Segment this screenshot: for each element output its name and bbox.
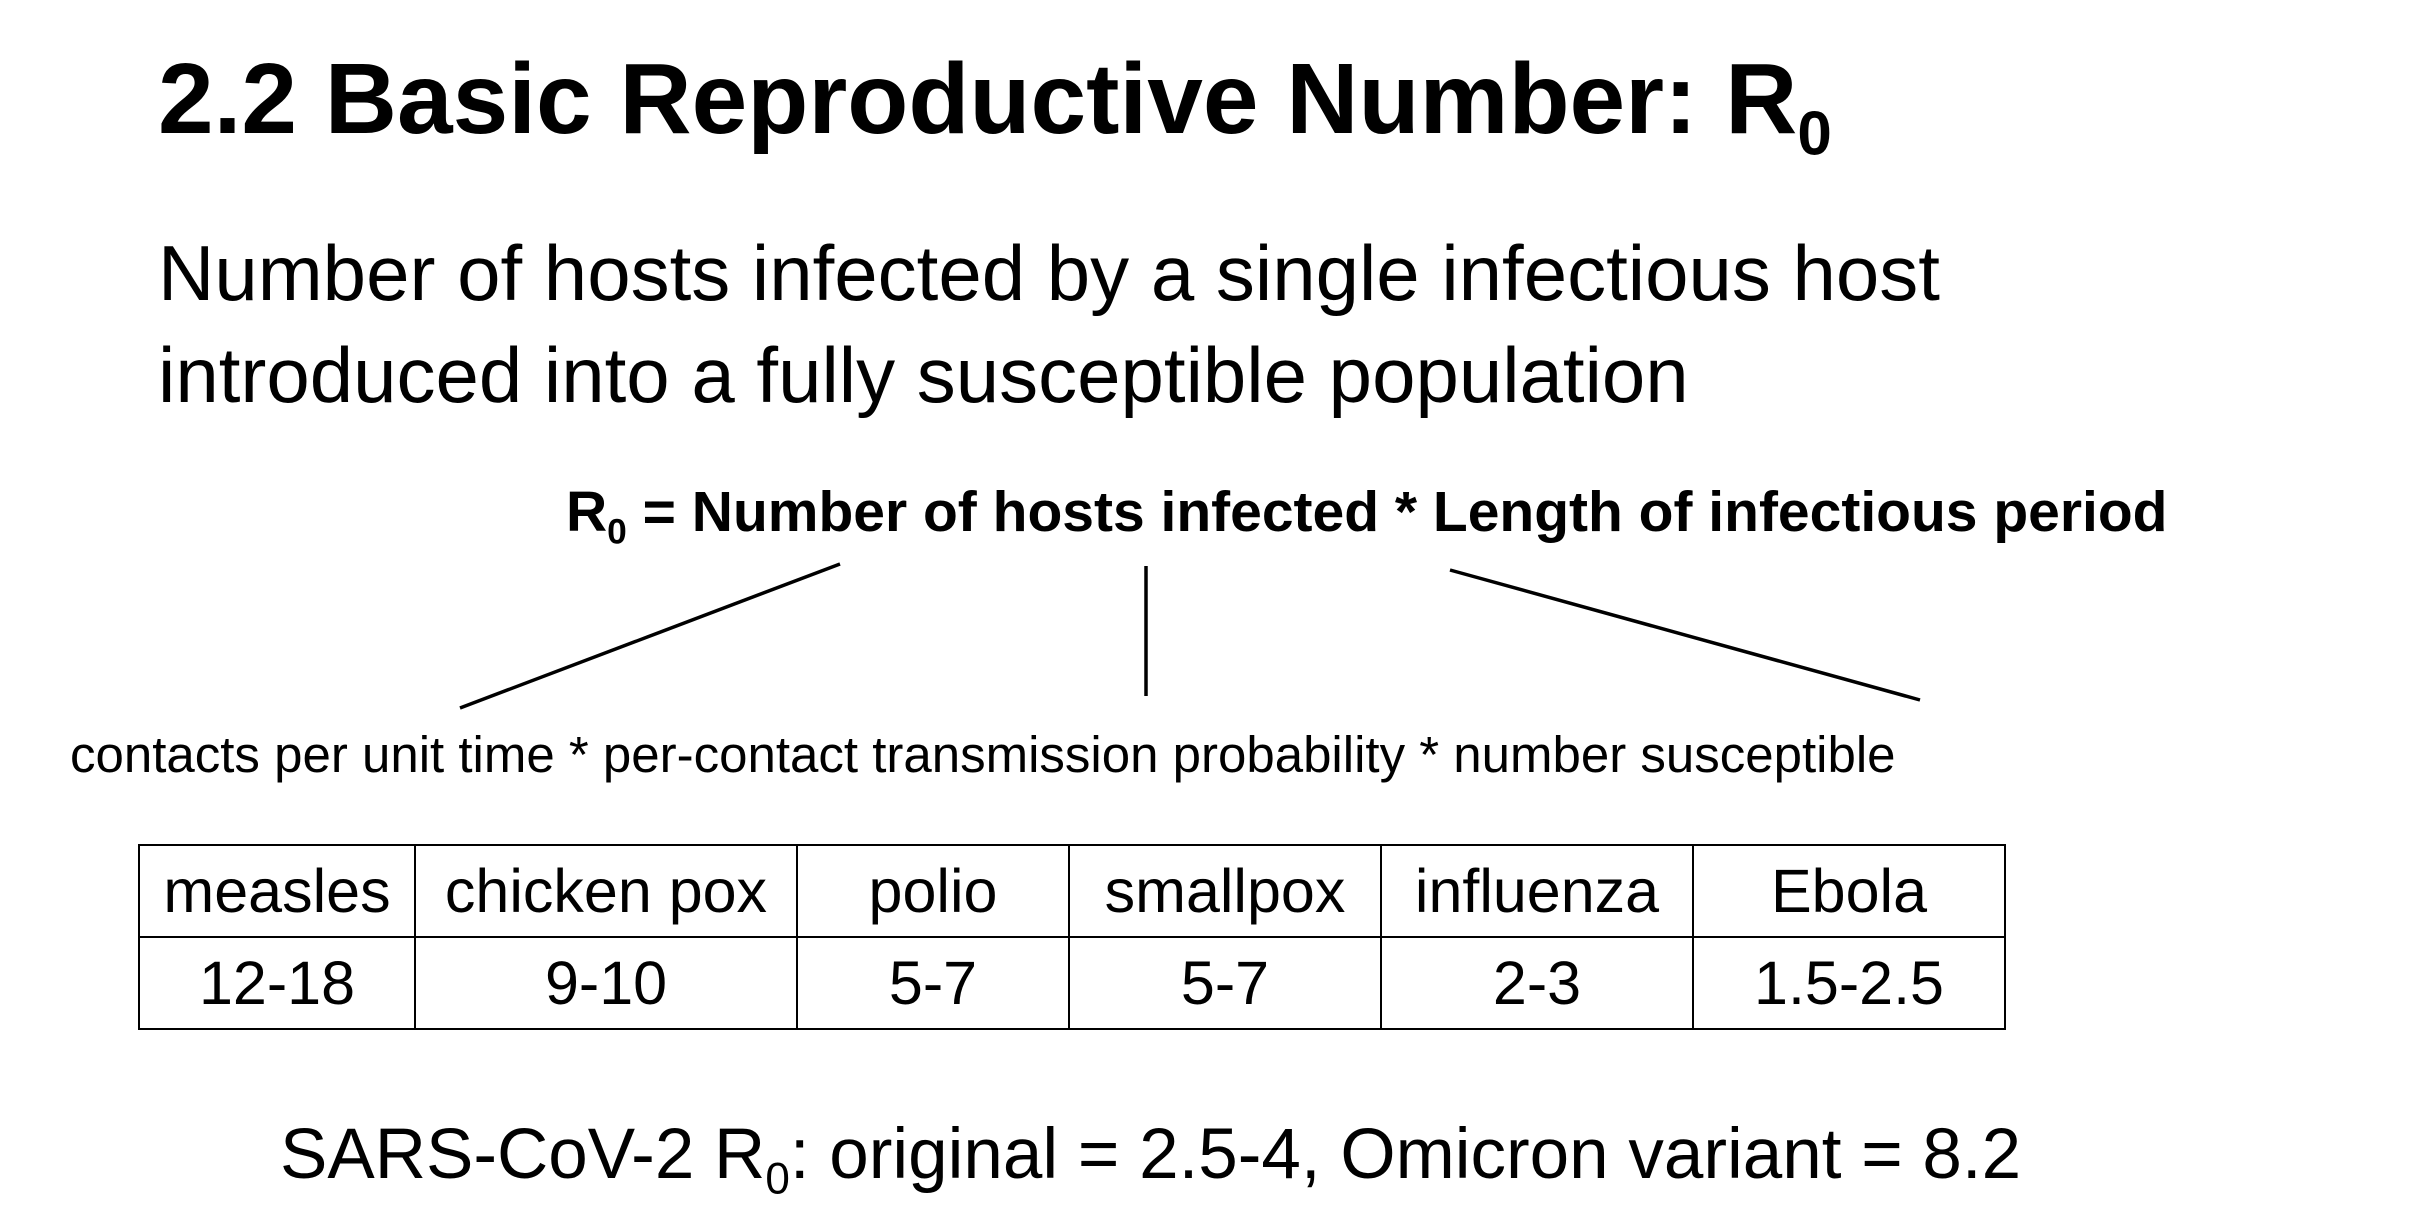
definition-line-2: introduced into a fully susceptible popu… <box>158 331 1689 419</box>
connector-line-left <box>459 562 841 710</box>
sars-cov-2-note: SARS-CoV-2 R0: original = 2.5-4, Omicron… <box>280 1114 2022 1201</box>
disease-polio: polio <box>796 844 1070 938</box>
table-row: 12-18 9-10 5-7 5-7 2-3 1.5-2.5 <box>138 936 2006 1030</box>
r0-smallpox: 5-7 <box>1068 936 1382 1030</box>
formula-lhs-subscript: 0 <box>607 512 627 552</box>
contact-components: contacts per unit time * per-contact tra… <box>70 726 1896 783</box>
disease-measles: measles <box>138 844 416 938</box>
disease-chicken-pox: chicken pox <box>414 844 798 938</box>
footer-prefix: SARS-CoV-2 R <box>280 1115 766 1194</box>
disease-smallpox: smallpox <box>1068 844 1382 938</box>
footer-subscript: 0 <box>765 1154 790 1204</box>
r0-formula: R0 = Number of hosts infected * Length o… <box>566 480 2168 550</box>
r0-table: measles chicken pox polio smallpox influ… <box>138 844 2006 1030</box>
r0-definition: Number of hosts infected by a single inf… <box>158 222 1940 426</box>
r0-measles: 12-18 <box>138 936 416 1030</box>
r0-chicken-pox: 9-10 <box>414 936 798 1030</box>
slide-title-subscript: 0 <box>1797 99 1832 169</box>
footer-suffix: : original = 2.5-4, Omicron variant = 8.… <box>789 1115 2022 1194</box>
slide-title-text: 2.2 Basic Reproductive Number: R <box>158 43 1798 155</box>
definition-line-1: Number of hosts infected by a single inf… <box>158 229 1940 317</box>
slide-title: 2.2 Basic Reproductive Number: R0 <box>158 42 1832 165</box>
disease-influenza: influenza <box>1380 844 1694 938</box>
r0-influenza: 2-3 <box>1380 936 1694 1030</box>
r0-polio: 5-7 <box>796 936 1070 1030</box>
table-header-row: measles chicken pox polio smallpox influ… <box>138 844 2006 938</box>
disease-ebola: Ebola <box>1692 844 2006 938</box>
connector-line-right <box>1449 568 1921 702</box>
formula-lhs: R <box>566 480 608 544</box>
formula-rhs: = Number of hosts infected * Length of i… <box>626 480 2168 544</box>
r0-ebola: 1.5-2.5 <box>1692 936 2006 1030</box>
